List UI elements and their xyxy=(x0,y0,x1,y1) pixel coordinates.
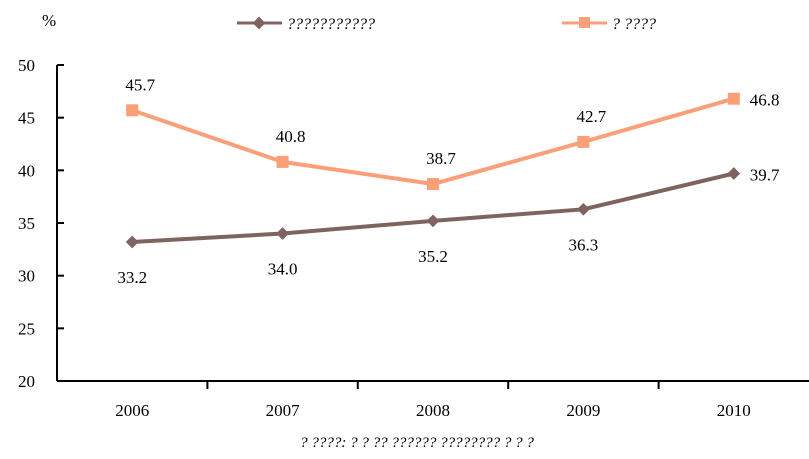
y-tick-label-45: 45 xyxy=(18,109,35,128)
legend-label-series-2: ? ???? xyxy=(612,16,656,33)
legend-item-series-2: ? ???? xyxy=(562,16,656,33)
series-1-point-2009 xyxy=(577,202,590,216)
y-tick-label-20: 20 xyxy=(18,372,35,391)
series-1: 33.2 34.0 35.2 36.3 39.7 xyxy=(117,165,780,286)
legend-marker-series-1 xyxy=(252,16,266,30)
series-2-label-2007: 40.8 xyxy=(276,127,306,146)
series-1-label-2009: 36.3 xyxy=(569,235,599,254)
series-2-label-2008: 38.7 xyxy=(426,149,456,168)
y-tick-label-50: 50 xyxy=(18,56,35,75)
series-1-label-2006: 33.2 xyxy=(117,268,147,287)
legend: ??????????? ? ???? xyxy=(237,16,656,33)
legend-label-series-1: ??????????? xyxy=(287,16,375,33)
y-axis-unit-label: % xyxy=(42,11,56,30)
source-note: ? ????: ? ? ?? ?????? ???????? ? ? ? xyxy=(300,435,534,451)
series-1-point-2006 xyxy=(125,235,139,249)
x-tick-label-2009: 2009 xyxy=(566,401,600,420)
y-tick-labels: 20 25 30 35 40 45 50 xyxy=(18,56,35,391)
y-tick-label-40: 40 xyxy=(18,161,35,180)
series-2-point-2009 xyxy=(577,135,590,148)
series-2-point-2010 xyxy=(727,92,740,105)
axes xyxy=(56,64,809,389)
series-1-point-2007 xyxy=(276,227,289,240)
series-layer: 33.2 34.0 35.2 36.3 39.7 45.7 40.8 38.7 42.7 46.8 xyxy=(117,75,780,287)
x-tick-label-2008: 2008 xyxy=(416,401,450,420)
series-2-label-2010: 46.8 xyxy=(750,91,780,110)
series-1-label-2007: 34.0 xyxy=(268,260,298,279)
series-2-label-2006: 45.7 xyxy=(125,75,155,94)
x-tick-label-2010: 2010 xyxy=(717,401,751,420)
series-2-point-2008 xyxy=(427,178,439,191)
y-tick-label-30: 30 xyxy=(18,267,35,286)
series-2-point-2007 xyxy=(276,155,289,168)
series-1-label-2010: 39.7 xyxy=(750,165,780,184)
series-2: 45.7 40.8 38.7 42.7 46.8 xyxy=(125,75,780,191)
legend-item-series-1: ??????????? xyxy=(237,16,375,33)
x-tick-label-2006: 2006 xyxy=(115,401,149,420)
series-1-point-2008 xyxy=(426,214,440,228)
x-tick-labels: 2006 2007 2008 2009 2010 xyxy=(115,401,751,420)
series-1-label-2008: 35.2 xyxy=(418,247,448,266)
y-tick-label-35: 35 xyxy=(18,214,35,233)
legend-marker-series-2 xyxy=(579,17,590,28)
y-tick-label-25: 25 xyxy=(18,319,35,338)
x-tick-label-2007: 2007 xyxy=(266,401,301,420)
series-1-point-2010 xyxy=(727,167,741,180)
series-2-line xyxy=(131,96,735,187)
series-2-point-2006 xyxy=(126,104,139,117)
series-2-label-2009: 42.7 xyxy=(577,107,607,126)
